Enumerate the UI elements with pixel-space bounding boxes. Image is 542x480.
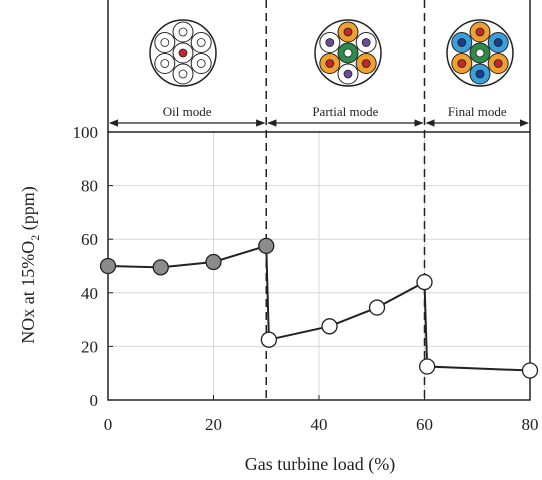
nozzle-core (361, 59, 371, 68)
burner-icon (149, 19, 217, 87)
mode-label: Partial mode (312, 104, 378, 119)
data-point (258, 237, 275, 255)
data-line (107, 244, 531, 372)
burner-icon (314, 19, 382, 87)
y-tick-label: 80 (81, 177, 98, 196)
x-tick-label: 40 (311, 415, 328, 434)
nozzle-core (160, 59, 170, 68)
x-tick-label: 60 (416, 415, 433, 434)
y-tick-label: 60 (81, 230, 98, 249)
burner-icon (446, 19, 514, 87)
nozzle-core (343, 48, 353, 58)
nozzle-core (196, 59, 206, 68)
y-tick-label: 20 (81, 337, 98, 356)
data-point (152, 259, 169, 276)
y-label-tail: (ppm) (18, 186, 39, 235)
nozzle-core (475, 48, 485, 58)
nozzle-core (493, 38, 503, 47)
nozzle-core (178, 48, 188, 58)
data-point (205, 253, 222, 271)
nozzle-core (325, 59, 335, 68)
x-tick-label: 0 (104, 415, 113, 434)
y-label-sub: 2 (28, 235, 42, 241)
nozzle-core (475, 69, 485, 79)
nozzle-core (160, 38, 170, 47)
data-point (260, 331, 278, 348)
x-tick-label: 20 (205, 415, 222, 434)
nozzle-core (475, 27, 485, 37)
nozzle-core (343, 69, 353, 79)
nozzle-core (178, 27, 188, 37)
data-point (368, 299, 386, 316)
nozzle-core (361, 38, 371, 47)
y-tick-label: 0 (90, 391, 99, 410)
nozzle-core (493, 59, 503, 68)
x-axis-label: Gas turbine load (%) (245, 454, 395, 475)
y-tick-label: 100 (73, 123, 99, 142)
data-point (418, 358, 436, 375)
mode-label: Oil mode (163, 104, 212, 119)
nozzle-core (196, 38, 206, 47)
data-point (321, 318, 338, 335)
y-tick-label: 40 (81, 284, 98, 303)
nozzle-core (325, 38, 335, 47)
nozzle-core (457, 38, 467, 47)
x-tick-label: 80 (522, 415, 539, 434)
mode-label: Final mode (448, 104, 507, 119)
y-label-text: NOx at 15%O (18, 241, 38, 344)
nozzle-core (457, 59, 467, 68)
nozzle-core (178, 69, 188, 79)
data-point (521, 362, 539, 379)
data-point (416, 273, 433, 291)
nozzle-core (343, 27, 353, 37)
data-point (99, 257, 117, 275)
y-axis-label: NOx at 15%O2 (ppm) (18, 186, 42, 343)
